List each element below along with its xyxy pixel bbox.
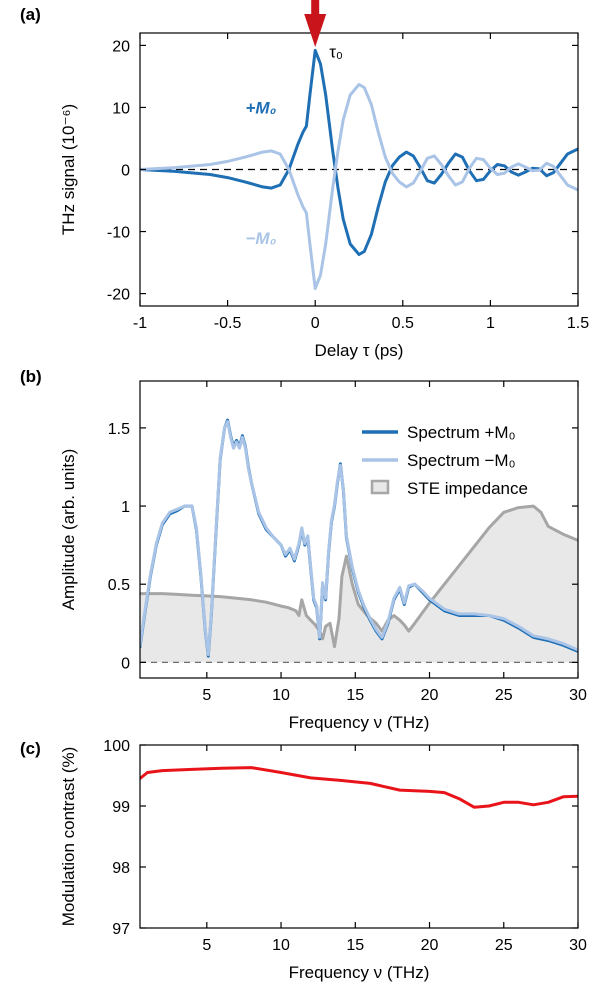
y-tick-label: 0 <box>121 655 130 672</box>
plot-area <box>140 766 578 809</box>
x-axis-label: Frequency ν (THz) <box>289 963 430 982</box>
x-axis-label: Frequency ν (THz) <box>289 713 430 732</box>
plot-frame <box>139 380 579 679</box>
x-tick-label: 5 <box>202 937 211 954</box>
x-tick-label: -1 <box>133 315 147 332</box>
y-tick-label: 1 <box>121 499 130 516</box>
panel-c: 5 10 15 20 25 30 97 98 99 100 Frequency ν (THz) Mod… <box>20 738 587 982</box>
x-tick-label: 10 <box>272 937 290 954</box>
x-tick-label: 0 <box>311 315 320 332</box>
plot-area <box>140 48 578 291</box>
plus-annotation: +M₀ <box>245 98 276 117</box>
x-tick-label: 25 <box>495 937 513 954</box>
legend-swatch-impedance <box>370 479 390 495</box>
x-tick-label: 30 <box>569 687 587 704</box>
x-tick-label: 25 <box>495 687 513 704</box>
plot-area <box>140 418 578 663</box>
y-tick-label: -20 <box>107 287 130 304</box>
y-tick-label: 1.5 <box>108 421 130 438</box>
panel-label: (a) <box>20 5 41 24</box>
plus-series-line <box>140 48 578 256</box>
panel-label: (c) <box>20 739 41 758</box>
minus-series-line <box>140 420 578 657</box>
y-tick-label: 97 <box>112 921 130 938</box>
panel-label: (b) <box>20 367 42 386</box>
impedance-area <box>140 506 578 663</box>
y-axis-label: THz signal (10⁻⁶) <box>59 104 78 235</box>
panel-a: -1 -0.5 0 0.5 1 1.5 -20 -10 0 10 20 Delay τ (ps) THz… <box>20 0 589 360</box>
x-tick-label: -0.5 <box>214 315 242 332</box>
minus-series-line <box>140 83 578 291</box>
y-tick-label: 100 <box>103 738 130 755</box>
y-tick-label: -10 <box>107 225 130 242</box>
panel-b: 5 10 15 20 25 30 0 0.5 1 1.5 Frequency ν (THz) Ampl… <box>20 367 587 732</box>
contrast-series-line <box>140 766 578 809</box>
y-axis-label: Modulation contrast (%) <box>59 747 78 927</box>
legend-label-minus: Spectrum −M₀ <box>407 451 516 470</box>
x-tick-label: 1.5 <box>567 315 589 332</box>
y-tick-label: 0.5 <box>108 577 130 594</box>
x-tick-label: 15 <box>346 937 364 954</box>
x-tick-label: 20 <box>421 687 439 704</box>
x-tick-label: 15 <box>346 687 364 704</box>
y-tick-label: 99 <box>112 799 130 816</box>
y-tick-label: 0 <box>121 163 130 180</box>
excitation-arrow-head <box>304 14 327 47</box>
plot-frame <box>139 744 579 929</box>
legend-label-impedance: STE impedance <box>407 479 528 498</box>
x-axis-label: Delay τ (ps) <box>315 341 404 360</box>
impedance-line <box>140 504 578 649</box>
x-tick-label: 0.5 <box>392 315 414 332</box>
x-tick-label: 10 <box>272 687 290 704</box>
tau0-annotation: τ₀ <box>329 43 343 62</box>
excitation-arrow-shaft <box>311 0 320 16</box>
legend-label-plus: Spectrum +M₀ <box>407 423 516 442</box>
y-axis-label: Amplitude (arb. units) <box>59 449 78 611</box>
minus-annotation: −M₀ <box>245 229 276 248</box>
x-tick-label: 1 <box>486 315 495 332</box>
y-tick-label: 10 <box>112 100 130 117</box>
y-tick-label: 98 <box>112 860 130 877</box>
x-tick-label: 20 <box>421 937 439 954</box>
y-tick-label: 20 <box>112 38 130 55</box>
x-tick-label: 5 <box>202 687 211 704</box>
x-tick-label: 30 <box>569 937 587 954</box>
